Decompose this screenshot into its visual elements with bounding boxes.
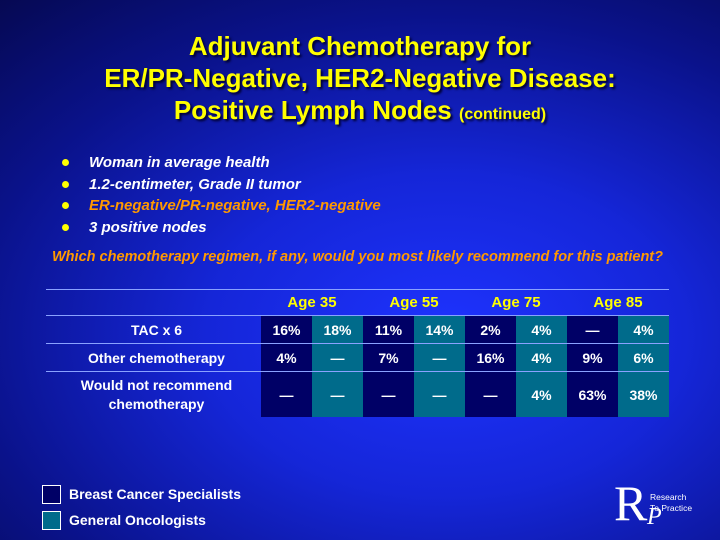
table-cell: 38%: [618, 371, 669, 417]
patient-bullets: Woman in average health 1.2-centimeter, …: [62, 152, 381, 238]
table-cell: 4%: [618, 315, 669, 344]
table-header-row: Age 35 Age 55 Age 75 Age 85: [46, 289, 669, 316]
research-to-practice-logo: R P Research To Practice: [614, 475, 714, 534]
oncologists-swatch: [42, 510, 61, 530]
table-cell: 4%: [516, 371, 567, 417]
table-cell: 6%: [618, 343, 669, 372]
table-cell: —: [261, 371, 312, 417]
column-header-age-55: Age 55: [363, 289, 465, 316]
table-cell: 9%: [567, 343, 618, 372]
bullet-dot-icon: [62, 159, 69, 166]
table-row: TAC x 6 16% 18% 11% 14% 2% 4% — 4%: [46, 315, 669, 344]
table-cell: —: [312, 343, 363, 372]
logo-text: Research To Practice: [650, 492, 693, 513]
legend-item-specialists: Breast Cancer Specialists: [42, 484, 241, 504]
column-header-age-85: Age 85: [567, 289, 669, 316]
table-cell: 16%: [465, 343, 516, 372]
results-table: Age 35 Age 55 Age 75 Age 85 TAC x 6 16% …: [46, 289, 669, 417]
column-header-age-75: Age 75: [465, 289, 567, 316]
column-header-age-35: Age 35: [261, 289, 363, 316]
bullet-dot-icon: [62, 223, 69, 231]
table-row: Other chemotherapy 4% — 7% — 16% 4% 9% 6…: [46, 343, 669, 372]
bullet-dot-icon: [62, 202, 69, 209]
title-continued: (continued): [459, 106, 547, 123]
table-cell: 18%: [312, 315, 363, 344]
row-label: Other chemotherapy: [46, 343, 261, 372]
table-row: Would not recommend chemotherapy — — — —…: [46, 371, 669, 417]
legend-label: Breast Cancer Specialists: [69, 486, 241, 502]
table-cell: —: [465, 371, 516, 417]
bullet-item: 3 positive nodes: [62, 217, 381, 239]
table-cell: 11%: [363, 315, 414, 344]
title-line-2: ER/PR-Negative, HER2-Negative Disease:: [104, 63, 616, 93]
table-cell: 4%: [516, 343, 567, 372]
row-label: Would not recommend chemotherapy: [80, 376, 233, 412]
logo-sub-letter: P: [647, 504, 662, 530]
table-cell: 14%: [414, 315, 465, 344]
bullet-dot-icon: [62, 180, 69, 188]
bullet-item: 1.2-centimeter, Grade II tumor: [62, 174, 381, 196]
table-header-blank: [46, 289, 261, 316]
slide-title: Adjuvant Chemotherapy for ER/PR-Negative…: [0, 30, 720, 131]
table-cell: 4%: [516, 315, 567, 344]
table-cell: 4%: [261, 343, 312, 372]
table-cell: —: [312, 371, 363, 417]
logo-letter: R: [614, 475, 648, 531]
table-cell: 7%: [363, 343, 414, 372]
bullet-item: Woman in average health: [62, 152, 381, 174]
row-label: TAC x 6: [46, 315, 261, 344]
table-cell: 16%: [261, 315, 312, 344]
table-cell: —: [414, 371, 465, 417]
title-line-1: Adjuvant Chemotherapy for: [188, 31, 532, 61]
table-cell: —: [363, 371, 414, 417]
legend-label: General Oncologists: [69, 512, 206, 528]
title-line-3: Positive Lymph Nodes (continued): [0, 94, 720, 131]
table-cell: —: [567, 315, 618, 344]
specialists-swatch: [42, 484, 61, 504]
legend: Breast Cancer Specialists General Oncolo…: [42, 484, 241, 536]
table-cell: 63%: [567, 371, 618, 417]
title-line-3-main: Positive Lymph Nodes: [173, 95, 452, 125]
legend-item-oncologists: General Oncologists: [42, 510, 241, 530]
table-cell: —: [414, 343, 465, 372]
table-cell: 2%: [465, 315, 516, 344]
survey-question: Which chemotherapy regimen, if any, woul…: [52, 249, 663, 265]
bullet-item-highlight: ER-negative/PR-negative, HER2-negative: [62, 195, 381, 217]
